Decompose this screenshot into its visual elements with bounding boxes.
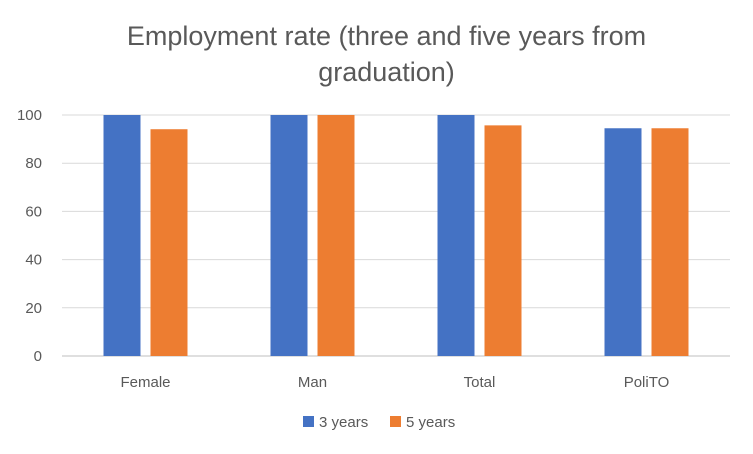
x-tick-label: Female: [120, 374, 170, 391]
bar-5-years-total: [484, 125, 522, 356]
legend: 3 years 5 years: [303, 414, 455, 431]
y-tick-label: 20: [25, 300, 42, 317]
bar-3-years-polito: [604, 128, 642, 356]
x-axis: Female Man Total PoliTO: [120, 374, 669, 391]
bar-3-years-total: [437, 115, 475, 356]
x-tick-label: Man: [298, 374, 327, 391]
bar-5-years-female: [150, 129, 188, 356]
legend-swatch: [303, 416, 314, 427]
bars: [103, 115, 689, 356]
y-tick-label: 40: [25, 252, 42, 269]
chart-title: Employment rate (three and five years fr…: [126, 21, 647, 87]
bar-3-years-man: [270, 115, 308, 356]
y-tick-label: 100: [17, 107, 42, 124]
x-tick-label: PoliTO: [624, 374, 670, 391]
legend-swatch: [390, 416, 401, 427]
legend-label: 5 years: [406, 414, 455, 431]
y-tick-label: 60: [25, 203, 42, 220]
y-tick-label: 80: [25, 155, 42, 172]
bar-3-years-female: [103, 115, 141, 356]
y-axis: 0 20 40 60 80 100: [17, 107, 42, 365]
bar-5-years-man: [317, 115, 355, 356]
legend-label: 3 years: [319, 414, 368, 431]
bar-5-years-polito: [651, 128, 689, 356]
y-tick-label: 0: [34, 348, 42, 365]
x-tick-label: Total: [464, 374, 496, 391]
